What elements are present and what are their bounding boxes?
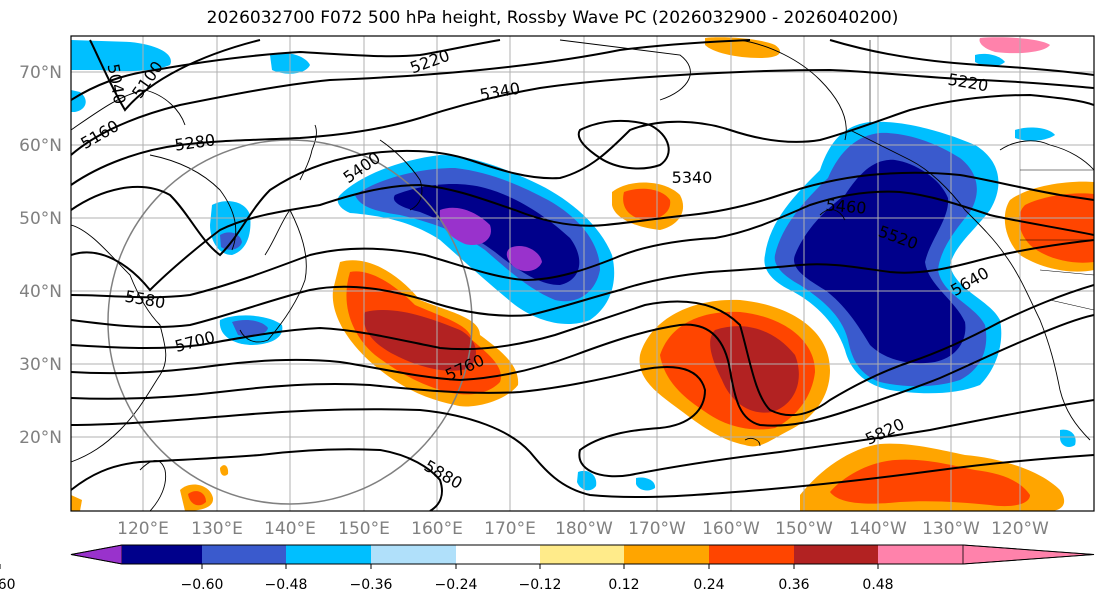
colorbar-tick-label: −0.48 <box>265 577 308 593</box>
contour-label: 5460 <box>825 195 867 217</box>
lon-label: 170°W <box>628 519 686 539</box>
colorbar-segment <box>122 545 202 564</box>
region-circle <box>107 139 473 505</box>
lon-label: 170°E <box>484 519 536 539</box>
longitude-labels: 120°E 130°E 140°E 150°E 160°E 170°E 180°W 170°W… <box>117 519 1049 539</box>
lon-label: 130°W <box>922 519 980 539</box>
colorbar-tick-label: 0.12 <box>608 577 639 593</box>
borders <box>869 40 1094 311</box>
lat-label: 70°N <box>19 63 62 83</box>
colorbar-tick-label: 0.36 <box>778 577 809 593</box>
colorbar-tick-label: 0.48 <box>862 577 893 593</box>
lon-label: 150°W <box>775 519 833 539</box>
map-frame <box>70 35 1095 512</box>
lat-label: 20°N <box>19 428 62 448</box>
colorbar-tick-label: 0.60 <box>0 577 16 593</box>
colorbar-tick-label: −0.12 <box>519 577 562 593</box>
lon-label: 130°E <box>191 519 243 539</box>
lat-label: 60°N <box>19 136 62 156</box>
lat-label: 40°N <box>19 282 62 302</box>
colorbar-right-extend <box>962 544 1095 565</box>
colorbar-tick-label: 0.24 <box>693 577 724 593</box>
lon-label: 120°E <box>117 519 169 539</box>
colorbar-tick-label: −0.36 <box>350 577 393 593</box>
height-contours <box>71 39 1094 511</box>
colorbar-segment <box>540 545 624 564</box>
colorbar-segment <box>624 545 709 564</box>
graticule <box>71 36 1094 511</box>
colorbar-segment <box>878 545 963 564</box>
contour-label: 5340 <box>672 168 713 187</box>
colorbar-segment <box>709 545 794 564</box>
colorbar-segment <box>371 545 456 564</box>
colorbar-tick-label: −0.60 <box>181 577 224 593</box>
colorbar-tick-label: −0.24 <box>435 577 478 593</box>
lon-label: 180°W <box>555 519 613 539</box>
map-title: 2026032700 F072 500 hPa height, Rossby W… <box>206 8 899 28</box>
colorbar-left-extend <box>70 544 123 565</box>
lon-label: 120°W <box>991 519 1049 539</box>
latitude-labels: 20°N 30°N 40°N 50°N 60°N 70°N <box>19 63 62 448</box>
lon-label: 140°E <box>264 519 316 539</box>
colorbar: −0.60 −0.48 −0.36 −0.24 −0.12 0.12 0.24 0.36 0.4… <box>0 544 1095 593</box>
lon-label: 140°W <box>849 519 907 539</box>
lat-label: 50°N <box>19 209 62 229</box>
negative-anomaly-areas <box>71 40 1076 491</box>
lon-label: 160°E <box>411 519 463 539</box>
lon-label: 160°W <box>702 519 760 539</box>
lat-label: 30°N <box>19 355 62 375</box>
lon-label: 150°E <box>338 519 390 539</box>
colorbar-segment <box>202 545 286 564</box>
colorbar-segment <box>794 545 878 564</box>
colorbar-segment <box>456 545 540 564</box>
colorbar-segment <box>286 545 371 564</box>
